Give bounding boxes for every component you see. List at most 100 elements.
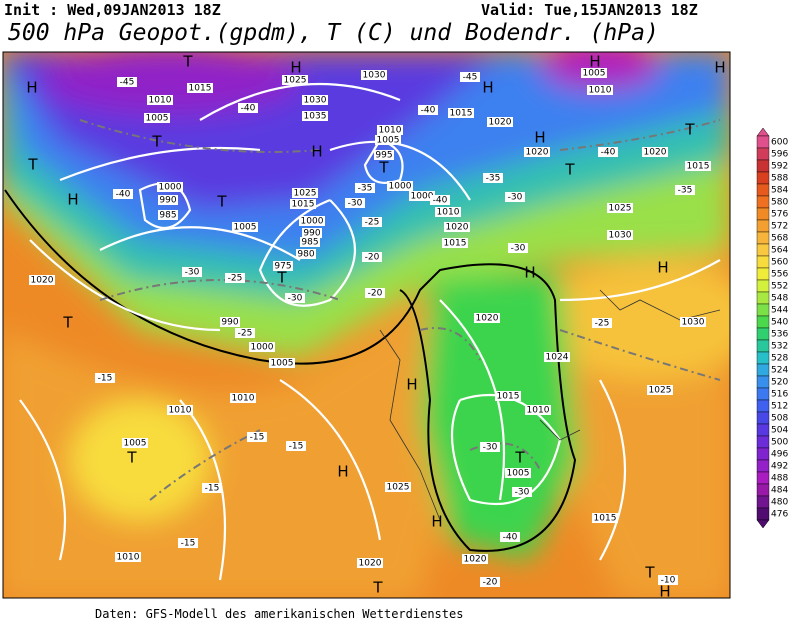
pressure-center: T — [216, 193, 227, 211]
label-box — [117, 77, 137, 87]
contour-label: 1010 — [149, 96, 172, 106]
contour-label: -15 — [181, 539, 196, 549]
label-box — [296, 249, 316, 259]
contour-label: 1005 — [124, 439, 147, 449]
contour-label: 1020 — [446, 223, 469, 233]
pressure-center: T — [378, 159, 389, 177]
pressure-center: H — [431, 513, 442, 531]
contour-label: 1025 — [387, 483, 410, 493]
contour-label: -20 — [483, 578, 498, 588]
contour-label: 1025 — [294, 189, 317, 199]
colorbar-segment — [756, 255, 770, 269]
contour-label: -30 — [483, 443, 498, 453]
label-box — [95, 373, 115, 383]
map-area — [3, 52, 730, 598]
label-box — [29, 275, 55, 285]
colorbar-label: 560 — [771, 258, 788, 268]
contour-label: 1035 — [304, 112, 327, 122]
contour-label: 1010 — [232, 394, 255, 404]
contour-label: -35 — [486, 174, 501, 184]
colorbar-segment — [756, 171, 770, 185]
pressure-center: H — [26, 79, 37, 97]
colorbar-label: 516 — [771, 390, 788, 400]
contour-label: 980 — [297, 250, 314, 260]
contour-label: 1005 — [583, 69, 606, 79]
colorbar-label: 492 — [771, 462, 788, 472]
label-box — [157, 182, 183, 192]
label-box — [182, 267, 202, 277]
colorbar-segment — [756, 435, 770, 449]
label-box — [345, 198, 365, 208]
label-box — [435, 207, 461, 217]
contour-label: 1015 — [189, 84, 212, 94]
label-box — [685, 161, 711, 171]
colorbar-segment — [756, 219, 770, 233]
colorbar-label: 548 — [771, 294, 788, 304]
pressure-center: T — [151, 133, 162, 151]
colorbar-segment — [756, 495, 770, 509]
contour-label: 990 — [303, 229, 320, 239]
label-box — [302, 95, 328, 105]
label-box — [607, 203, 633, 213]
contour-label: 1020 — [476, 314, 499, 324]
contour-label: 1005 — [234, 223, 257, 233]
label-box — [508, 243, 528, 253]
contour-label: -15 — [289, 442, 304, 452]
pressure-center: T — [27, 156, 38, 174]
pressure-center: T — [684, 121, 695, 139]
label-box — [525, 405, 551, 415]
label-box — [524, 147, 550, 157]
label-box — [235, 328, 255, 338]
colorbar-segment — [756, 231, 770, 245]
colorbar-label: 504 — [771, 426, 788, 436]
colorbar-segment — [756, 483, 770, 497]
colorbar-segment — [756, 291, 770, 305]
contour-label: 1025 — [284, 76, 307, 86]
colorbar-segment — [756, 135, 770, 149]
map-frame — [2, 51, 731, 599]
contour-label: -40 — [116, 190, 131, 200]
contour-label: 1000 — [251, 343, 274, 353]
contour-label: 1030 — [609, 231, 632, 241]
isotherms — [79, 119, 721, 501]
contour-label: 1020 — [464, 555, 487, 565]
label-box — [377, 125, 403, 135]
label-box — [487, 117, 513, 127]
pressure-center: H — [659, 583, 670, 601]
contour-label: 995 — [375, 151, 392, 161]
colorbar-label: 552 — [771, 282, 788, 292]
contour-label: -30 — [288, 294, 303, 304]
contour-label: 1000 — [301, 217, 324, 227]
contour-label: -20 — [368, 289, 383, 299]
pressure-center: T — [126, 449, 137, 467]
label-box — [374, 150, 394, 160]
colorbar-label: 532 — [771, 342, 788, 352]
contour-label: -40 — [421, 106, 436, 116]
label-box — [167, 405, 193, 415]
contour-label: 1015 — [444, 239, 467, 249]
contour-label: 1015 — [497, 392, 520, 402]
contour-label: 1000 — [389, 182, 412, 192]
colorbar-segment — [756, 351, 770, 365]
colorbar-bottom-arrow — [756, 519, 770, 529]
contour-label: 1010 — [589, 86, 612, 96]
pressure-center: T — [372, 579, 383, 597]
contour-label: 1020 — [526, 148, 549, 158]
label-box — [483, 173, 503, 183]
colorbar-segment — [756, 267, 770, 281]
pressure-center: T — [644, 564, 655, 582]
label-box — [444, 222, 470, 232]
label-box — [178, 538, 198, 548]
pressure-center: H — [482, 79, 493, 97]
label-box — [418, 105, 438, 115]
colorbar-segment — [756, 159, 770, 173]
contour-label: 1000 — [159, 183, 182, 193]
label-box — [273, 261, 293, 271]
label-box — [480, 442, 500, 452]
pressure-center: T — [564, 161, 575, 179]
label-box — [361, 70, 387, 80]
colorbar-top-arrow — [756, 127, 770, 137]
contour-label: 1015 — [292, 200, 315, 210]
